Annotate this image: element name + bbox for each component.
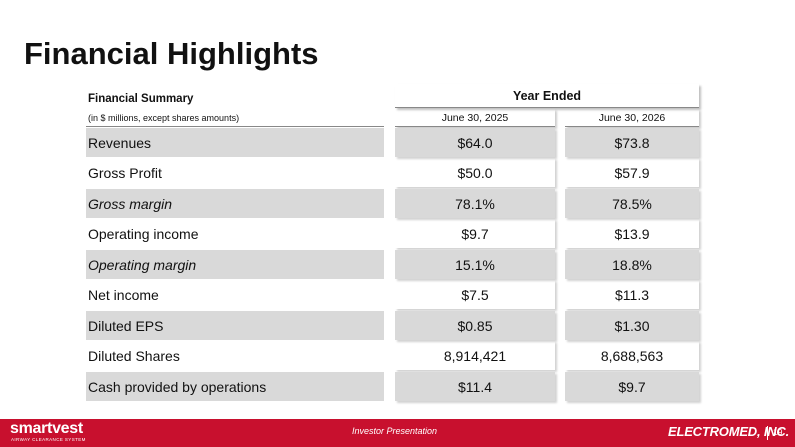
page-title: Financial Highlights (24, 36, 319, 71)
electromed-logo: ELECTROMED, INC. (668, 424, 790, 439)
row-label: Revenues (86, 128, 384, 157)
row-label: Gross margin (86, 189, 384, 218)
row-label: Diluted EPS (86, 311, 384, 340)
row-value-2025: $9.7 (395, 219, 555, 248)
row-label: Diluted Shares (88, 347, 180, 364)
row-value-2026: 18.8% (565, 250, 699, 279)
row-value-2026: $13.9 (565, 219, 699, 248)
smartvest-logo: smartvest AIRWAY CLEARANCE SYSTEM (10, 420, 100, 446)
table-row: Gross Profit $50.0 $57.9 (0, 158, 795, 189)
table-row: Operating margin 15.1% 18.8% (0, 250, 795, 281)
table-row: Net income $7.5 $11.3 (0, 280, 795, 311)
row-value-2026: $11.3 (565, 280, 699, 309)
table-row: Diluted EPS $0.85 $1.30 (0, 311, 795, 342)
row-label: Gross Profit (88, 164, 162, 181)
smartvest-logo-tagline: AIRWAY CLEARANCE SYSTEM (11, 437, 86, 442)
row-value-2025: $11.4 (395, 372, 555, 401)
row-label: Net income (88, 286, 159, 303)
presentation-label: Investor Presentation (352, 426, 438, 436)
row-value-2025: 15.1% (395, 250, 555, 279)
table-row: Gross margin 78.1% 78.5% (0, 189, 795, 220)
row-value-2025: $0.85 (395, 311, 555, 340)
row-label: Operating income (88, 225, 199, 242)
table-row: Diluted Shares 8,914,421 8,688,563 (0, 341, 795, 372)
row-value-2026: 8,688,563 (565, 341, 699, 370)
column-header-2025: June 30, 2025 (395, 109, 555, 127)
row-value-2026: 78.5% (565, 189, 699, 218)
row-label: Operating margin (86, 250, 384, 279)
table-row: Cash provided by operations $11.4 $9.7 (0, 372, 795, 403)
row-value-2025: 78.1% (395, 189, 555, 218)
row-value-2026: $57.9 (565, 158, 699, 187)
row-value-2025: 8,914,421 (395, 341, 555, 370)
row-value-2025: $64.0 (395, 128, 555, 157)
year-ended-header: Year Ended (395, 84, 699, 108)
row-value-2026: $1.30 (565, 311, 699, 340)
footer-divider (767, 426, 768, 440)
footer-bar: smartvest AIRWAY CLEARANCE SYSTEM Invest… (0, 419, 795, 447)
units-note: (in $ millions, except shares amounts) (86, 110, 384, 127)
page-number: 19 (773, 427, 783, 437)
row-label: Cash provided by operations (86, 372, 384, 401)
row-value-2025: $7.5 (395, 280, 555, 309)
column-header-2026: June 30, 2026 (565, 109, 699, 127)
financial-summary-header: Financial Summary (88, 93, 194, 105)
table-row: Operating income $9.7 $13.9 (0, 219, 795, 250)
row-value-2026: $73.8 (565, 128, 699, 157)
smartvest-logo-wordmark: smartvest (10, 420, 83, 437)
row-value-2025: $50.0 (395, 158, 555, 187)
row-value-2026: $9.7 (565, 372, 699, 401)
table-row: Revenues $64.0 $73.8 (0, 128, 795, 159)
